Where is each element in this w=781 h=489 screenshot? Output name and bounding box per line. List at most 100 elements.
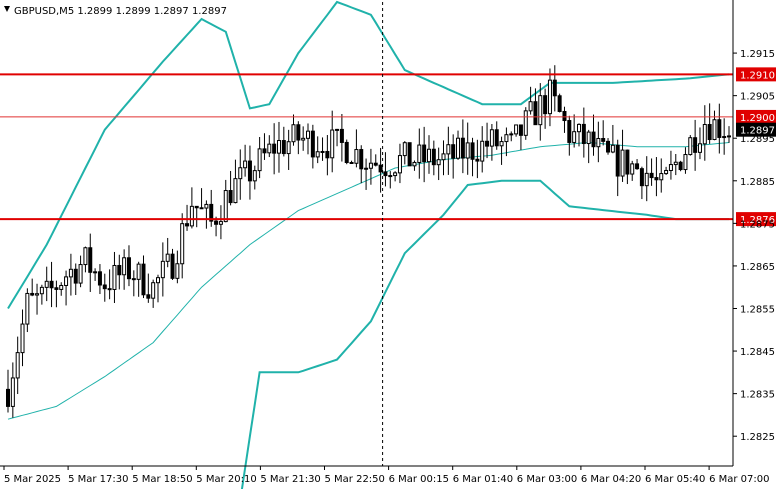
candle-body xyxy=(456,137,461,159)
candle xyxy=(441,140,446,176)
candle-body xyxy=(102,284,107,290)
menu-arrow-icon[interactable] xyxy=(4,6,10,12)
candle-body xyxy=(668,164,673,171)
candle xyxy=(485,122,490,159)
candle-body xyxy=(315,151,320,158)
candle xyxy=(465,122,470,175)
candle-body xyxy=(218,221,223,225)
current-price-label: 1.2897 xyxy=(740,126,775,137)
candle xyxy=(306,123,311,155)
candle-body xyxy=(281,140,286,155)
price-tick-label: 1.2855 xyxy=(740,304,775,315)
price-tick-label: 1.2835 xyxy=(740,390,775,401)
candle xyxy=(489,123,494,161)
candle-body xyxy=(243,160,248,169)
candle xyxy=(170,248,175,280)
candle-body xyxy=(659,173,664,181)
candle xyxy=(635,159,640,170)
candle xyxy=(393,171,398,182)
candle xyxy=(373,154,378,167)
candle xyxy=(707,103,712,144)
candle xyxy=(233,159,238,204)
candle-body xyxy=(320,150,325,153)
candle xyxy=(407,142,412,167)
candle xyxy=(252,165,257,190)
candle xyxy=(364,158,369,190)
candle-body xyxy=(252,170,257,182)
candle xyxy=(126,245,131,287)
candle xyxy=(189,187,194,229)
candle xyxy=(649,158,654,186)
candle xyxy=(35,283,40,315)
candle xyxy=(64,270,69,306)
candle xyxy=(194,205,199,228)
candle xyxy=(107,269,112,300)
candle xyxy=(615,139,620,197)
time-tick-label: 6 Mar 00:15 xyxy=(389,474,449,485)
current-price-badge xyxy=(736,122,776,137)
candle xyxy=(606,138,611,155)
candle xyxy=(451,134,456,179)
candle xyxy=(6,369,10,413)
candle-body xyxy=(693,137,698,153)
candle-body xyxy=(451,144,456,159)
candle xyxy=(639,166,644,200)
candle xyxy=(122,249,127,290)
candle xyxy=(281,126,286,157)
candle-body xyxy=(635,163,640,170)
candle-body xyxy=(417,144,422,163)
candle xyxy=(359,145,364,184)
candle-body xyxy=(35,293,40,296)
candle xyxy=(39,284,44,305)
candle-body xyxy=(97,271,102,286)
candle-body xyxy=(310,130,315,158)
candle-body xyxy=(576,123,581,133)
candle xyxy=(422,126,427,183)
candle xyxy=(697,127,702,160)
candle xyxy=(73,263,78,296)
candle-body xyxy=(330,129,335,159)
candle-body xyxy=(131,278,136,281)
candle xyxy=(296,121,301,155)
candle xyxy=(262,133,267,160)
candle-body xyxy=(68,268,73,278)
candle xyxy=(654,157,659,197)
candle-body xyxy=(664,169,669,175)
candle xyxy=(330,110,335,173)
horizontal-levels[interactable]: 1.2910 1.2900 1.2876 1.2897 xyxy=(0,67,776,227)
price-tick-label: 1.2915 xyxy=(740,49,775,60)
candle-body xyxy=(397,155,402,174)
time-tick-label: 5 Mar 22:50 xyxy=(325,474,385,485)
price-tick-label: 1.2905 xyxy=(740,92,775,103)
candle-body xyxy=(678,161,683,171)
candle xyxy=(388,171,393,189)
candle xyxy=(151,279,156,308)
candle-body xyxy=(189,205,194,227)
candle xyxy=(146,273,151,303)
symbol-label: GBPUSD,M5 1.2899 1.2899 1.2897 1.2897 xyxy=(14,6,227,17)
candle-body xyxy=(262,148,267,154)
candle-body xyxy=(547,79,552,115)
price-tick-label: 1.2865 xyxy=(740,262,775,273)
candle xyxy=(49,261,54,308)
candle xyxy=(523,107,528,140)
candle xyxy=(625,149,630,185)
candle-body xyxy=(722,136,727,139)
candle xyxy=(446,126,451,175)
candle-body xyxy=(717,119,722,138)
candle-body xyxy=(673,161,678,166)
candle-body xyxy=(156,277,161,284)
candle xyxy=(141,255,146,299)
candles-layer xyxy=(6,65,731,418)
candle-body xyxy=(175,263,180,279)
candle-body xyxy=(39,286,44,295)
candle-body xyxy=(59,284,64,290)
candle-body xyxy=(325,150,330,159)
candle xyxy=(185,204,190,231)
candle xyxy=(267,135,272,158)
candle xyxy=(664,166,669,175)
header-label: GBPUSD,M5 1.2899 1.2899 1.2897 1.2897 xyxy=(4,6,227,17)
candle xyxy=(630,160,635,181)
candle-body xyxy=(378,164,383,173)
